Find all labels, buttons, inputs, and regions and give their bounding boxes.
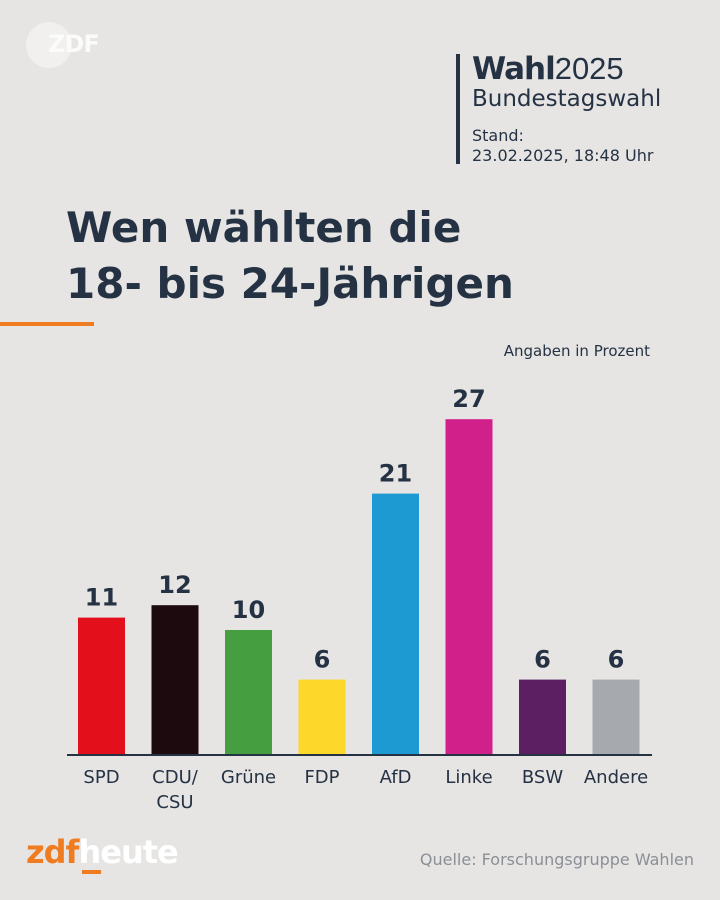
value-label: 21 bbox=[379, 460, 412, 488]
title-line-1: Wen wählten die bbox=[66, 203, 462, 252]
bar-chart: 11 SPD 12 CDU/CSU 10 Grüne 6 FDP 21 AfD 27 Linke 6 BS… bbox=[67, 385, 652, 813]
category-label: CSU bbox=[156, 792, 193, 813]
accent-rule bbox=[0, 322, 94, 326]
election-header: Wahl2025 Bundestagswahl Stand: 23.02.202… bbox=[456, 51, 662, 166]
category-label: Andere bbox=[584, 767, 648, 788]
zdf-logo-icon bbox=[26, 22, 72, 68]
category-label: CDU/ bbox=[152, 767, 199, 788]
bar-grne bbox=[225, 630, 272, 754]
zdfheute-logo: zdfheute bbox=[26, 833, 179, 871]
wahl-bold: Wahl bbox=[472, 51, 556, 87]
logo-underline bbox=[82, 870, 101, 874]
zdf-logo-text: ZDF bbox=[48, 30, 100, 58]
category-label: Grüne bbox=[221, 767, 276, 788]
bar-linke bbox=[445, 419, 493, 754]
bar-cducsu bbox=[151, 605, 199, 754]
bar-andere bbox=[592, 679, 640, 754]
value-label: 11 bbox=[85, 584, 118, 612]
value-label: 6 bbox=[608, 646, 625, 674]
value-label: 27 bbox=[452, 385, 485, 413]
unit-note: Angaben in Prozent bbox=[503, 342, 650, 360]
wahl-year: 2025 bbox=[554, 51, 624, 86]
stand-label: Stand: bbox=[472, 126, 524, 145]
chart-title: Wen wählten die 18- bis 24-Jährigen bbox=[66, 200, 514, 312]
title-line-2: 18- bis 24-Jährigen bbox=[66, 259, 514, 308]
logo-zdf: zdf bbox=[26, 833, 79, 871]
category-label: BSW bbox=[522, 767, 563, 788]
category-label: SPD bbox=[83, 767, 119, 788]
logo-heute: heute bbox=[78, 833, 178, 871]
bar-afd bbox=[372, 493, 419, 754]
category-label: AfD bbox=[380, 767, 412, 788]
election-subtitle: Bundestagswahl bbox=[472, 86, 662, 112]
value-label: 10 bbox=[232, 596, 265, 624]
bar-spd bbox=[78, 617, 125, 754]
bar-bsw bbox=[519, 679, 566, 754]
value-label: 6 bbox=[534, 646, 551, 674]
category-label: FDP bbox=[304, 767, 339, 788]
timestamp: Stand: 23.02.2025, 18:48 Uhr bbox=[472, 126, 661, 166]
value-label: 6 bbox=[314, 646, 331, 674]
stand-value: 23.02.2025, 18:48 Uhr bbox=[472, 146, 654, 165]
value-label: 12 bbox=[158, 571, 191, 599]
wahl-brand: Wahl2025 bbox=[472, 51, 661, 87]
bar-fdp bbox=[298, 679, 346, 754]
category-label: Linke bbox=[445, 767, 492, 788]
source-note: Quelle: Forschungsgruppe Wahlen bbox=[419, 850, 694, 869]
